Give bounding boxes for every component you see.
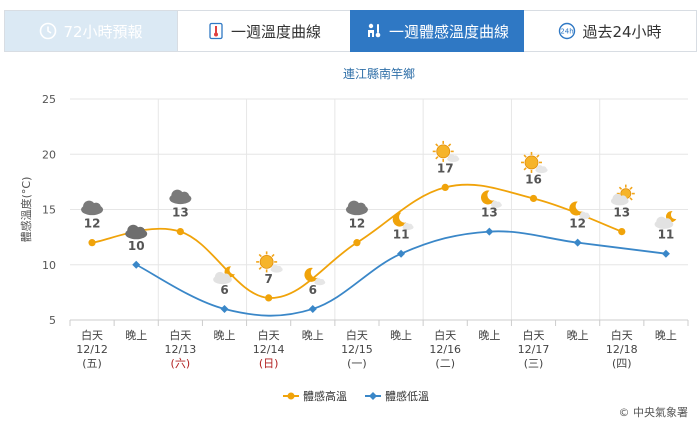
- svg-text:24h: 24h: [561, 28, 574, 36]
- data-point-high: [353, 239, 361, 247]
- cloudy-icon: [169, 189, 192, 205]
- x-date-label: 12/17: [518, 343, 550, 356]
- moon-cloud-icon: [304, 267, 326, 286]
- series-line-low: [135, 230, 667, 317]
- y-axis-label: 體感溫度(°C): [19, 177, 33, 243]
- data-label-low: 12: [569, 217, 586, 231]
- x-period-label: 白天: [169, 328, 191, 342]
- data-point-low: [308, 304, 317, 313]
- x-weekday-label: (二): [435, 357, 455, 370]
- moon-cloud-icon: [569, 201, 591, 219]
- data-label-low: 13: [481, 206, 498, 220]
- x-period-label: 晚上: [567, 329, 589, 342]
- x-period-label: 晚上: [655, 329, 677, 342]
- data-point-high: [88, 239, 96, 247]
- data-point-high: [618, 228, 626, 236]
- x-date-label: 12/15: [341, 343, 373, 356]
- cloud-moon-icon: [213, 266, 235, 285]
- data-label-low: 11: [658, 228, 675, 242]
- data-point-low: [132, 260, 141, 269]
- tab-72-hour-forecast[interactable]: 72小時預報: [4, 10, 178, 52]
- data-label-low: 10: [128, 239, 145, 253]
- legend-label: 體感高溫: [303, 389, 347, 403]
- x-weekday-label: (三): [524, 357, 544, 370]
- x-date-label: 12/16: [429, 343, 461, 356]
- data-point-low: [573, 238, 582, 247]
- data-point-low: [220, 304, 229, 313]
- thermometer-icon: [207, 22, 225, 40]
- cloud-sun-icon: [610, 184, 635, 206]
- data-label-low: 6: [220, 283, 228, 297]
- x-weekday-label: (五): [82, 357, 102, 370]
- x-date-label: 12/12: [76, 343, 108, 356]
- tab-past-24-hours[interactable]: 24h 過去24小時: [523, 10, 697, 52]
- feels-like-icon: [365, 22, 383, 40]
- chart-title: 連江縣南竿鄉: [343, 66, 415, 81]
- past-24h-icon: 24h: [558, 22, 576, 40]
- data-label-high: 12: [84, 217, 101, 231]
- x-date-label: 12/18: [606, 343, 638, 356]
- data-point-high: [529, 194, 538, 203]
- y-tick-label: 5: [49, 314, 56, 327]
- cloudy-icon: [81, 200, 104, 216]
- data-point-low: [485, 227, 494, 236]
- sun-cloud-icon: [521, 151, 548, 174]
- clock-icon: [39, 22, 57, 40]
- sun-cloud-icon: [432, 140, 460, 163]
- data-label-high: 7: [264, 272, 272, 286]
- data-point-low: [397, 249, 406, 258]
- dark-cloudy-icon: [125, 224, 148, 240]
- y-tick-label: 20: [42, 148, 56, 161]
- data-point-high: [441, 183, 449, 191]
- forecast-tabs: 72小時預報 一週溫度曲線 一週體感溫度曲線 24h 過去24小時: [4, 10, 697, 52]
- data-label-high: 13: [613, 206, 630, 220]
- cloudy-icon: [345, 200, 368, 216]
- x-weekday-label: (六): [171, 357, 191, 370]
- tab-weekly-temperature[interactable]: 一週溫度曲線: [177, 10, 351, 52]
- legend-marker-low: [369, 392, 377, 400]
- x-weekday-label: (四): [612, 357, 632, 370]
- x-date-label: 12/14: [253, 343, 285, 356]
- y-tick-label: 15: [42, 204, 56, 217]
- tab-label: 一週溫度曲線: [230, 22, 321, 41]
- x-period-label: 白天: [81, 328, 103, 342]
- data-label-high: 16: [525, 172, 542, 186]
- y-tick-label: 25: [42, 93, 56, 106]
- x-weekday-label: (一): [347, 357, 367, 370]
- moon-cloud-icon: [392, 212, 414, 230]
- legend-marker-high: [287, 392, 295, 400]
- tab-label: 一週體感溫度曲線: [388, 22, 509, 41]
- data-point-high: [176, 228, 184, 236]
- data-label-high: 13: [172, 206, 189, 220]
- data-label-high: 12: [349, 217, 366, 231]
- y-tick-label: 10: [42, 259, 56, 272]
- x-period-label: 晚上: [302, 329, 324, 342]
- x-date-label: 12/13: [165, 343, 197, 356]
- tab-label: 72小時預報: [63, 22, 143, 41]
- x-period-label: 白天: [523, 328, 545, 342]
- credit-text: © 中央氣象署: [618, 406, 689, 419]
- x-period-label: 白天: [258, 328, 280, 342]
- data-label-low: 11: [393, 228, 410, 242]
- tab-label: 過去24小時: [582, 22, 662, 41]
- x-period-label: 白天: [434, 328, 456, 342]
- data-point-low: [661, 249, 670, 258]
- x-period-label: 晚上: [125, 329, 147, 342]
- sun-cloud-icon: [256, 251, 283, 273]
- x-period-label: 白天: [611, 328, 633, 342]
- data-label-low: 6: [309, 283, 317, 297]
- x-period-label: 晚上: [214, 329, 236, 342]
- cloud-moon-icon: [654, 211, 677, 229]
- moon-cloud-icon: [481, 190, 502, 208]
- data-point-high: [265, 294, 273, 302]
- x-weekday-label: (日): [259, 357, 279, 370]
- x-period-label: 晚上: [478, 329, 500, 342]
- tab-weekly-feels-like[interactable]: 一週體感溫度曲線: [350, 10, 524, 52]
- data-label-high: 17: [437, 161, 454, 175]
- x-period-label: 晚上: [390, 329, 412, 342]
- legend-label: 體感低溫: [385, 389, 429, 403]
- x-period-label: 白天: [346, 328, 368, 342]
